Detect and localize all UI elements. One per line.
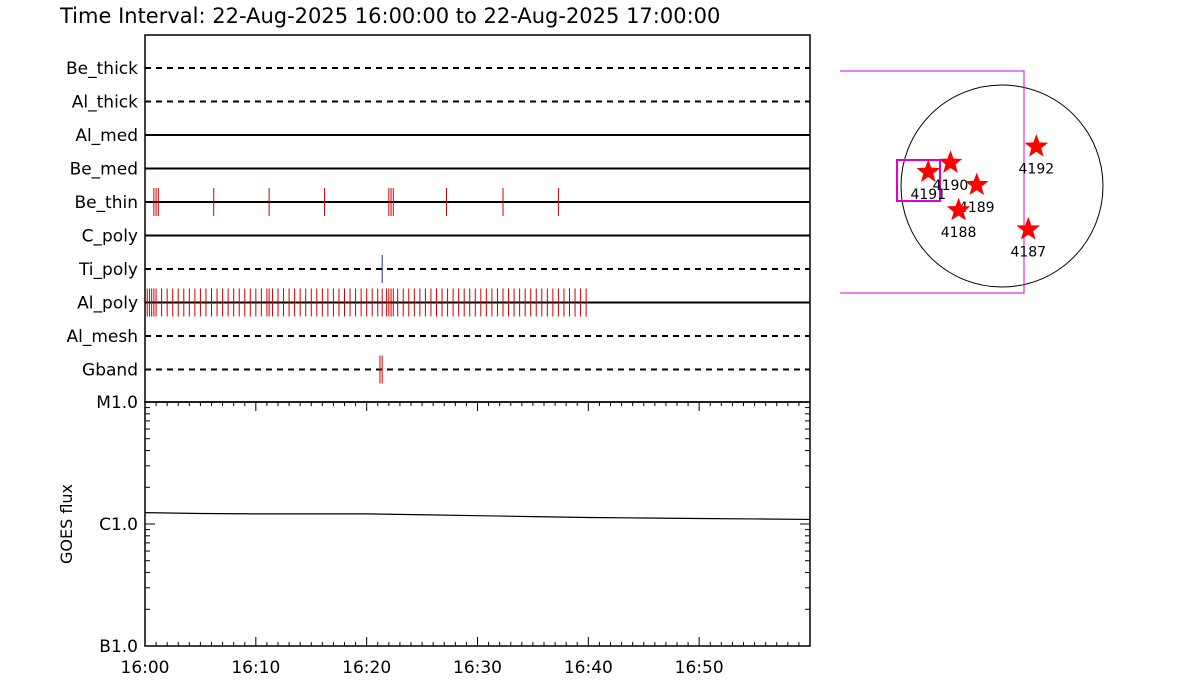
goes-flux-panel: GOES flux 16:00 16:10 16:20 16:30 16:40 16:50… [57, 393, 811, 678]
solar-disk [900, 84, 1104, 288]
row-label-gband: Gband [82, 361, 138, 381]
active-region-label: 4187 [1010, 244, 1046, 260]
active-region-label: 4188 [941, 225, 977, 241]
active-region-star [1016, 216, 1041, 240]
row-label-al_poly: Al_poly [77, 294, 138, 314]
row-label-be_thick: Be_thick [66, 59, 138, 79]
active-region-label: 4189 [959, 200, 995, 216]
active-region-star [916, 159, 941, 182]
goes-y-axis-label: GOES flux [57, 484, 76, 564]
active-region-label: 4192 [1019, 162, 1055, 178]
row-label-al_thick: Al_thick [72, 93, 138, 113]
chart-title: Time Interval: 22-Aug-2025 16:00:00 to 2… [59, 4, 720, 28]
row-label-al_med: Al_med [75, 126, 138, 146]
filter-timeline-panel: Be_thick Al_thick Al_med Be_med Be_thin C_pol… [66, 34, 811, 403]
row-label-al_mesh: Al_mesh [66, 327, 138, 347]
active-region-star [946, 197, 971, 221]
active-region-star [1024, 134, 1049, 157]
x-tick-label: 16:20 [342, 658, 391, 678]
x-tick-label: 16:10 [231, 658, 280, 678]
active-region-star [964, 172, 989, 196]
x-tick-label: 16:00 [121, 658, 170, 678]
x-tick-label: 16:40 [564, 658, 613, 678]
timeline-frame [144, 34, 811, 403]
y-tick-label: M1.0 [96, 393, 138, 413]
zoom-box [896, 159, 941, 202]
goes-frame [144, 401, 811, 647]
row-label-be_med: Be_med [70, 160, 138, 180]
active-region-star [938, 150, 963, 173]
field-of-view-box [840, 70, 1025, 294]
row-label-ti_poly: Ti_poly [78, 260, 138, 280]
active-region-label: 4191 [910, 187, 946, 203]
goes-flux-line [144, 512, 811, 521]
y-tick-label: C1.0 [99, 515, 138, 535]
row-label-c_poly: C_poly [82, 227, 138, 247]
x-tick-label: 16:30 [453, 658, 502, 678]
y-tick-label: B1.0 [99, 637, 138, 657]
row-label-be_thin: Be_thin [74, 193, 138, 213]
active-region-label: 4190 [933, 178, 969, 194]
x-tick-label: 16:50 [675, 658, 724, 678]
